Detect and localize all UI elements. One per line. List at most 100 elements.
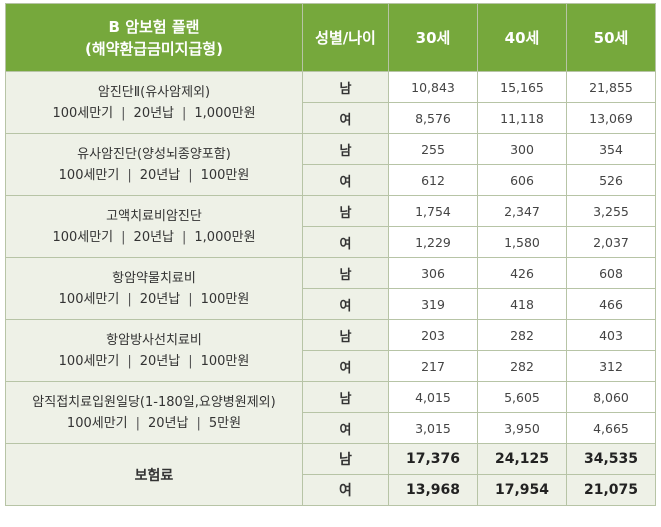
premium-total-row: 보험료 남 17,376 24,125 34,535 bbox=[5, 443, 656, 506]
gender-male-label: 남 bbox=[302, 71, 389, 103]
term-separator: | bbox=[188, 167, 193, 183]
premium-value-male: 203 bbox=[388, 319, 478, 351]
premium-value-male: 403 bbox=[566, 319, 656, 351]
premium-total-label: 보험료 bbox=[5, 443, 303, 506]
premium-value-female: 526 bbox=[566, 164, 656, 196]
premium-value-male: 15,165 bbox=[477, 71, 567, 103]
coverage-name: 암직접치료입원일당(1-180일,요양병원제외) bbox=[32, 394, 276, 410]
term-separator: | bbox=[196, 415, 201, 431]
premium-value-male: 8,060 bbox=[566, 381, 656, 413]
term-separator: | bbox=[127, 353, 132, 369]
maturity-term: 100세만기 bbox=[52, 105, 114, 121]
premium-value-male: 3,255 bbox=[566, 195, 656, 227]
premium-table: B 암보험 플랜 (해약환급금미지급형) 성별/나이 30세 40세 50세 암… bbox=[5, 3, 656, 506]
term-separator: | bbox=[127, 167, 132, 183]
coverage-cell: 고액치료비암진단 100세만기 | 20년납 | 1,000만원 bbox=[5, 195, 303, 258]
age-50-header: 50세 bbox=[566, 3, 656, 72]
premium-table-container: B 암보험 플랜 (해약환급금미지급형) 성별/나이 30세 40세 50세 암… bbox=[5, 3, 656, 506]
coverage-cell: 항암방사선치료비 100세만기 | 20년납 | 100만원 bbox=[5, 319, 303, 382]
gender-female-label: 여 bbox=[302, 164, 389, 196]
maturity-term: 100세만기 bbox=[66, 415, 128, 431]
premium-value-female: 4,665 bbox=[566, 412, 656, 444]
coverage-cell: 항암약물치료비 100세만기 | 20년납 | 100만원 bbox=[5, 257, 303, 320]
premium-value-female: 319 bbox=[388, 288, 478, 320]
premium-value-male: 255 bbox=[388, 133, 478, 165]
premium-value-female: 312 bbox=[566, 350, 656, 382]
coverage-terms: 100세만기 | 20년납 | 100만원 bbox=[6, 289, 302, 310]
premium-value-female: 466 bbox=[566, 288, 656, 320]
table-row: 여 3,015 3,950 4,665 bbox=[6, 412, 656, 444]
payment-term: 20년납 bbox=[139, 291, 181, 307]
gender-female-label: 여 bbox=[302, 226, 389, 258]
maturity-term: 100세만기 bbox=[52, 229, 114, 245]
payment-term: 20년납 bbox=[139, 353, 181, 369]
table-row: 유사암진단(양성뇌종양포함) 100세만기 | 20년납 | 100만원 남 255 300 35… bbox=[5, 133, 656, 196]
premium-total-male: 17,376 bbox=[388, 443, 478, 475]
coverage-name: 암진단Ⅱ(유사암제외) bbox=[97, 84, 211, 100]
maturity-term: 100세만기 bbox=[58, 167, 120, 183]
table-row: 여 217 282 312 bbox=[6, 350, 656, 382]
coverage-amount: 100만원 bbox=[200, 353, 250, 369]
maturity-term: 100세만기 bbox=[58, 353, 120, 369]
coverage-name: 유사암진단(양성뇌종양포함) bbox=[77, 146, 231, 162]
term-separator: | bbox=[182, 105, 187, 121]
premium-value-male: 306 bbox=[388, 257, 478, 289]
payment-term: 20년납 bbox=[148, 415, 189, 431]
coverage-terms: 100세만기 | 20년납 | 1,000만원 bbox=[6, 227, 302, 248]
plan-title-header: B 암보험 플랜 (해약환급금미지급형) bbox=[5, 3, 303, 72]
gender-female-label: 여 bbox=[302, 412, 389, 444]
table-row: 항암방사선치료비 100세만기 | 20년납 | 100만원 남 203 282 403 bbox=[5, 319, 656, 382]
premium-value-female: 3,950 bbox=[477, 412, 567, 444]
coverage-amount: 5만원 bbox=[208, 415, 242, 431]
premium-value-female: 1,580 bbox=[477, 226, 567, 258]
coverage-cell: 유사암진단(양성뇌종양포함) 100세만기 | 20년납 | 100만원 bbox=[5, 133, 303, 196]
premium-value-female: 3,015 bbox=[388, 412, 478, 444]
table-row: 고액치료비암진단 100세만기 | 20년납 | 1,000만원 남 1,754 2,347 3,… bbox=[5, 195, 656, 258]
gender-female-label: 여 bbox=[302, 350, 389, 382]
premium-total-row: 여 13,968 17,954 21,075 bbox=[6, 474, 656, 506]
gender-male-label: 남 bbox=[302, 319, 389, 351]
payment-term: 20년납 bbox=[133, 105, 175, 121]
table-body: 암진단Ⅱ(유사암제외) 100세만기 | 20년납 | 1,000만원 남 10,843 15,… bbox=[5, 71, 656, 506]
table-row: 여 8,576 11,118 13,069 bbox=[6, 102, 656, 134]
premium-total-female: 21,075 bbox=[566, 474, 656, 506]
premium-value-female: 418 bbox=[477, 288, 567, 320]
coverage-cell: 암진단Ⅱ(유사암제외) 100세만기 | 20년납 | 1,000만원 bbox=[5, 71, 303, 134]
premium-value-female: 13,069 bbox=[566, 102, 656, 134]
coverage-name: 항암약물치료비 bbox=[112, 270, 196, 286]
term-separator: | bbox=[121, 229, 126, 245]
term-separator: | bbox=[188, 353, 193, 369]
premium-value-male: 10,843 bbox=[388, 71, 478, 103]
premium-value-male: 608 bbox=[566, 257, 656, 289]
gender-male-label: 남 bbox=[302, 381, 389, 413]
term-separator: | bbox=[127, 291, 132, 307]
term-separator: | bbox=[121, 105, 126, 121]
premium-value-male: 2,347 bbox=[477, 195, 567, 227]
premium-value-female: 11,118 bbox=[477, 102, 567, 134]
premium-value-male: 282 bbox=[477, 319, 567, 351]
premium-value-male: 426 bbox=[477, 257, 567, 289]
premium-value-male: 300 bbox=[477, 133, 567, 165]
payment-term: 20년납 bbox=[139, 167, 181, 183]
term-separator: | bbox=[182, 229, 187, 245]
coverage-terms: 100세만기 | 20년납 | 1,000만원 bbox=[6, 103, 302, 124]
premium-value-female: 217 bbox=[388, 350, 478, 382]
gender-male-label: 남 bbox=[302, 133, 389, 165]
table-row: 암직접치료입원일당(1-180일,요양병원제외) 100세만기 | 20년납 | 5만원 남… bbox=[5, 381, 656, 444]
premium-total-male: 34,535 bbox=[566, 443, 656, 475]
payment-term: 20년납 bbox=[133, 229, 175, 245]
premium-total-female: 17,954 bbox=[477, 474, 567, 506]
term-separator: | bbox=[135, 415, 141, 431]
premium-total-male: 24,125 bbox=[477, 443, 567, 475]
plan-subtitle: (해약환급금미지급형) bbox=[85, 39, 223, 58]
age-40-header: 40세 bbox=[477, 3, 567, 72]
gender-male-label: 남 bbox=[302, 443, 389, 475]
header-row: B 암보험 플랜 (해약환급금미지급형) 성별/나이 30세 40세 50세 bbox=[5, 3, 656, 72]
table-row: 항암약물치료비 100세만기 | 20년납 | 100만원 남 306 426 608 bbox=[5, 257, 656, 320]
premium-value-male: 4,015 bbox=[388, 381, 478, 413]
gender-female-label: 여 bbox=[302, 474, 389, 506]
gender-age-header: 성별/나이 bbox=[302, 3, 389, 72]
plan-title: B 암보험 플랜 bbox=[108, 17, 200, 36]
gender-female-label: 여 bbox=[302, 102, 389, 134]
premium-value-male: 1,754 bbox=[388, 195, 478, 227]
